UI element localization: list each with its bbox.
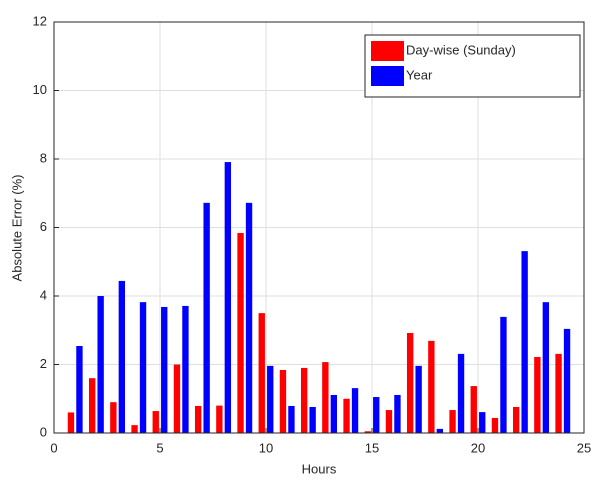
bar xyxy=(97,296,104,433)
x-tick-label: 5 xyxy=(156,440,163,455)
bar xyxy=(470,386,477,433)
y-tick-label: 0 xyxy=(40,424,47,439)
x-tick-label: 0 xyxy=(50,440,57,455)
bar xyxy=(237,232,244,433)
x-tick-label: 25 xyxy=(577,440,591,455)
x-tick-label: 15 xyxy=(365,440,379,455)
bar xyxy=(563,328,571,433)
bar xyxy=(512,406,520,433)
bar xyxy=(500,316,507,433)
y-tick-label: 12 xyxy=(33,13,47,28)
bar xyxy=(139,302,147,433)
bar xyxy=(322,362,329,433)
y-tick-label: 2 xyxy=(40,356,47,371)
y-tick-label: 10 xyxy=(33,82,47,97)
bar xyxy=(110,402,117,433)
bar xyxy=(224,162,232,433)
bar xyxy=(521,251,528,433)
bar xyxy=(351,388,359,433)
bar xyxy=(203,202,210,433)
bar xyxy=(491,417,499,433)
bar xyxy=(406,332,414,433)
bar xyxy=(131,425,138,433)
y-axis-label: Absolute Error (%) xyxy=(9,175,24,282)
bar xyxy=(364,431,371,433)
bar xyxy=(152,411,159,433)
bar xyxy=(76,346,83,433)
x-axis-label: Hours xyxy=(302,461,337,476)
legend-swatch xyxy=(371,66,404,86)
bar xyxy=(88,378,96,433)
y-tick-label: 6 xyxy=(40,219,47,234)
bar xyxy=(394,394,401,433)
bar xyxy=(118,280,126,433)
bar xyxy=(457,353,465,433)
legend-swatch xyxy=(371,41,404,61)
bar xyxy=(173,364,181,433)
bar xyxy=(428,340,435,433)
bar xyxy=(300,367,308,433)
bar xyxy=(67,412,75,433)
legend-label: Year xyxy=(406,67,433,82)
bar xyxy=(343,398,350,433)
bar xyxy=(449,410,456,433)
bar xyxy=(194,405,202,433)
bar xyxy=(436,428,444,433)
y-tick-label: 8 xyxy=(40,150,47,165)
x-tick-label: 10 xyxy=(259,440,273,455)
bar xyxy=(542,302,550,433)
bar xyxy=(279,369,287,433)
bar xyxy=(288,405,295,433)
bar xyxy=(555,353,562,433)
bar xyxy=(534,356,541,433)
bar xyxy=(330,394,338,433)
bar xyxy=(309,406,316,433)
bar xyxy=(245,202,253,433)
x-tick-label: 20 xyxy=(471,440,485,455)
bar xyxy=(216,405,223,433)
legend-label: Day-wise (Sunday) xyxy=(406,42,516,57)
plot-frame xyxy=(53,21,585,434)
bar xyxy=(161,306,168,433)
bar xyxy=(415,365,422,433)
y-tick-label: 4 xyxy=(40,287,47,302)
bar xyxy=(385,410,393,433)
bar xyxy=(479,412,486,433)
bar xyxy=(267,365,274,433)
bar xyxy=(373,397,380,433)
bar xyxy=(182,305,189,433)
bar xyxy=(258,313,265,433)
